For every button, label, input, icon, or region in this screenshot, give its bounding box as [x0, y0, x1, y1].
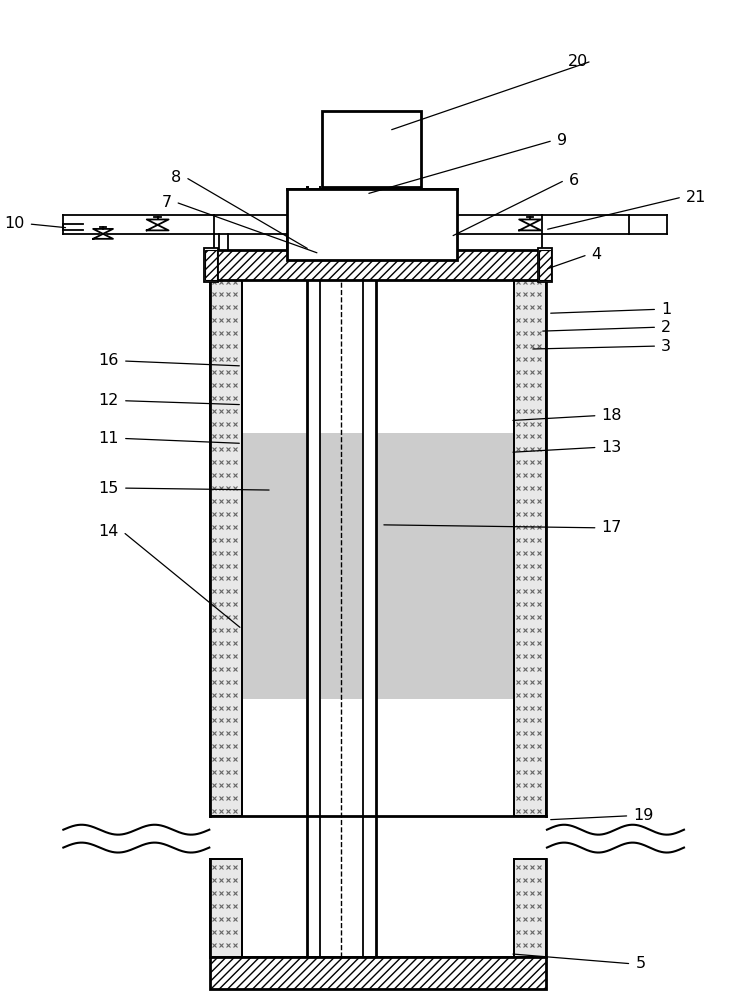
Text: 13: 13 [602, 440, 622, 455]
Bar [320, 433, 363, 699]
Text: 8: 8 [171, 170, 181, 185]
Text: 17: 17 [602, 520, 622, 535]
Text: 2: 2 [661, 320, 671, 335]
Text: 11: 11 [98, 431, 119, 446]
Polygon shape [93, 229, 113, 239]
Bar [514, 859, 546, 957]
Text: 3: 3 [661, 339, 671, 354]
Text: 9: 9 [557, 133, 567, 148]
Text: 4: 4 [592, 247, 602, 262]
Bar [242, 433, 306, 699]
Bar [539, 250, 551, 280]
Text: 5: 5 [636, 956, 645, 971]
Text: 1: 1 [661, 302, 671, 317]
Bar [538, 248, 552, 282]
Text: 21: 21 [686, 190, 707, 205]
Bar [376, 433, 514, 699]
Text: 18: 18 [602, 408, 622, 423]
Polygon shape [147, 219, 169, 230]
Text: 12: 12 [98, 393, 119, 408]
Bar [204, 248, 218, 282]
Text: 15: 15 [98, 481, 119, 496]
Polygon shape [519, 219, 541, 230]
Bar [210, 957, 546, 989]
Bar [205, 250, 218, 280]
Text: 16: 16 [98, 353, 119, 368]
Bar [514, 274, 546, 816]
Bar [210, 859, 242, 957]
Text: 7: 7 [161, 195, 172, 210]
Text: 19: 19 [633, 808, 653, 823]
Text: 20: 20 [568, 54, 588, 69]
Text: 10: 10 [4, 216, 24, 231]
Text: 14: 14 [98, 524, 119, 539]
Bar [210, 274, 242, 816]
Bar [321, 111, 421, 187]
Text: 6: 6 [569, 173, 579, 188]
Bar [210, 250, 546, 280]
Bar [287, 189, 457, 260]
